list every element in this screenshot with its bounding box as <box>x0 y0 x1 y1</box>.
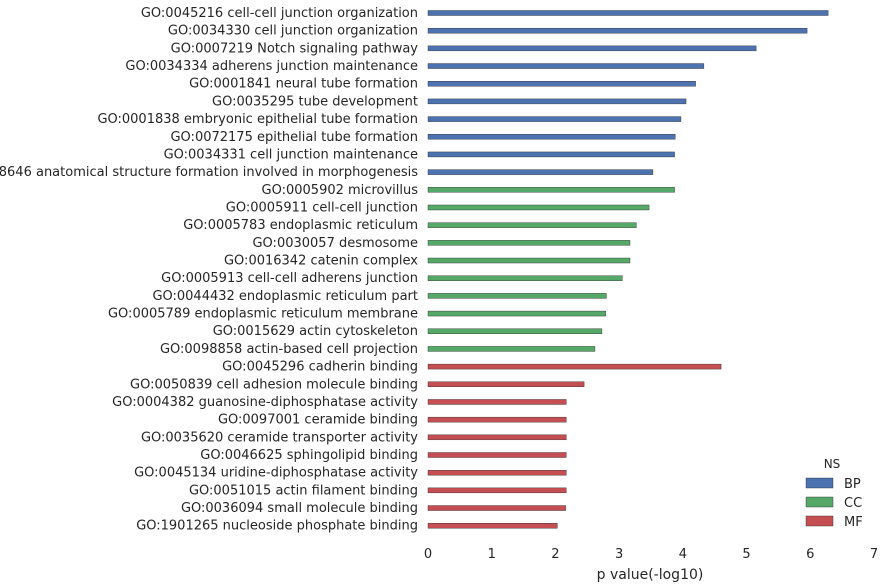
x-tick-label: 0 <box>424 547 432 562</box>
bar <box>427 187 675 193</box>
legend-title: NS <box>824 457 841 471</box>
legend-swatch <box>805 496 834 508</box>
y-tick-label: GO:1901265 nucleoside phosphate binding <box>136 519 418 534</box>
y-tick-label: GO:0045134 uridine-diphosphatase activit… <box>134 466 418 481</box>
y-tick-label: GO:0045216 cell-cell junction organizati… <box>141 6 418 21</box>
y-tick-label: GO:0007219 Notch signaling pathway <box>171 41 419 56</box>
bar <box>427 328 603 334</box>
bar <box>427 27 808 34</box>
legend-swatch <box>805 477 834 489</box>
legend-label: CC <box>844 496 862 511</box>
y-tick-label: GO:0098858 actin-based cell projection <box>160 342 418 357</box>
y-tick-label: GO:0044432 endoplasmic reticulum part <box>152 289 418 304</box>
x-tick-label: 4 <box>679 547 687 562</box>
bar <box>427 452 567 458</box>
bar <box>427 222 637 228</box>
bar <box>427 416 567 423</box>
bar <box>427 151 675 158</box>
y-tick-labels: GO:0045216 cell-cell junction organizati… <box>0 6 418 534</box>
bar <box>427 346 596 352</box>
legend: NS BP CC MF <box>805 457 863 530</box>
y-tick-label: GO:0045296 cadherin binding <box>222 360 418 375</box>
x-tick-label: 5 <box>742 547 750 562</box>
x-tick-label: 7 <box>870 547 878 562</box>
y-tick-label: GO:0001838 embryonic epithelial tube for… <box>97 112 418 127</box>
bars-layer <box>427 10 829 529</box>
bar <box>427 275 623 281</box>
bar <box>427 257 631 264</box>
bar <box>427 116 682 122</box>
y-tick-label: GO:0050839 cell adhesion molecule bindin… <box>130 377 418 392</box>
bar <box>427 505 566 511</box>
y-tick-label: GO:0036094 small molecule binding <box>181 501 418 516</box>
bar <box>427 98 687 105</box>
y-tick-label: GO:0004382 guanosine-diphosphatase activ… <box>112 395 418 410</box>
legend-items: BP CC MF <box>805 477 863 530</box>
x-tick-label: 1 <box>488 547 496 562</box>
y-tick-label: GO:0046625 sphingolipid binding <box>200 448 418 463</box>
x-tick-label: 6 <box>806 547 814 562</box>
bar <box>427 63 705 69</box>
bar <box>427 81 696 87</box>
x-tick-label: 3 <box>615 547 623 562</box>
y-tick-label: GO:0015629 actin cytoskeleton <box>213 324 418 339</box>
bar <box>427 399 567 405</box>
bar <box>427 240 631 246</box>
x-axis-label: p value(-log10) <box>597 567 704 583</box>
y-tick-label: GO:0051015 actin filament binding <box>189 483 418 498</box>
y-tick-label: GO:0034330 cell junction organization <box>168 24 418 39</box>
x-tick-label: 2 <box>551 547 559 562</box>
bar <box>427 523 558 529</box>
y-tick-label: GO:0048646 anatomical structure formatio… <box>0 165 418 180</box>
bar <box>427 10 829 16</box>
y-tick-label: GO:0072175 epithelial tube formation <box>170 130 418 145</box>
y-tick-label: GO:0097001 ceramide binding <box>218 413 418 428</box>
y-tick-label: GO:0035295 tube development <box>212 94 418 109</box>
bar <box>427 293 607 299</box>
bar <box>427 469 567 476</box>
y-tick-label: GO:0030057 desmosome <box>252 236 418 251</box>
y-tick-label: GO:0005902 microvillus <box>262 183 419 198</box>
bar <box>427 487 567 494</box>
y-tick-label: GO:0005913 cell-cell adherens junction <box>161 271 418 286</box>
y-tick-label: GO:0005789 endoplasmic reticulum membran… <box>108 307 418 322</box>
x-tick-labels: 0 1 2 3 4 5 6 7 <box>424 547 878 562</box>
bar <box>427 204 650 211</box>
y-tick-label: GO:0005911 cell-cell junction <box>226 200 418 215</box>
bar <box>427 381 585 387</box>
y-tick-label: GO:0034331 cell junction maintenance <box>164 147 418 162</box>
bar <box>427 363 722 370</box>
bar <box>427 169 654 175</box>
legend-label: BP <box>844 477 861 492</box>
bar <box>427 310 606 317</box>
legend-label: MF <box>844 515 863 530</box>
bar <box>427 45 757 52</box>
y-tick-label: GO:0005783 endoplasmic reticulum <box>183 218 418 233</box>
y-tick-label: GO:0001841 neural tube formation <box>189 77 418 92</box>
y-tick-label: GO:0016342 catenin complex <box>224 254 418 269</box>
y-tick-label: GO:0034334 adherens junction maintenance <box>125 59 418 74</box>
bar <box>427 134 676 140</box>
legend-swatch <box>805 515 834 527</box>
bar <box>427 434 567 441</box>
y-tick-label: GO:0035620 ceramide transporter activity <box>141 430 418 445</box>
